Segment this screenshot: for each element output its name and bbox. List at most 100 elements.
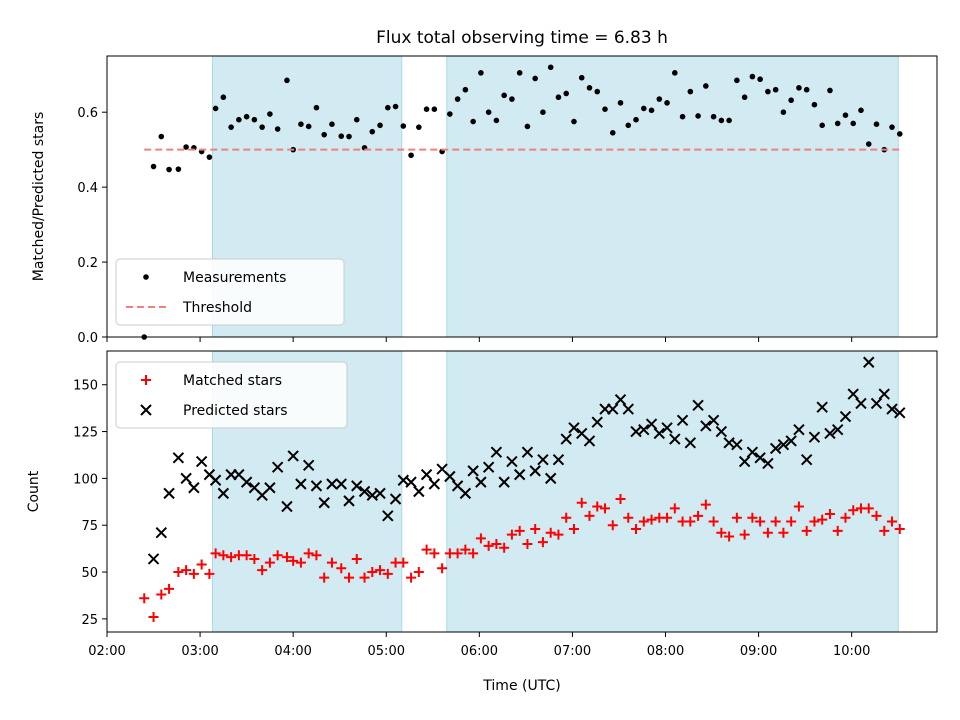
measurement-point: [493, 117, 500, 124]
matched-star-point: [786, 516, 797, 527]
matched-star-point: [311, 550, 322, 561]
matched-star-point: [148, 612, 159, 623]
measurement-point: [827, 87, 833, 94]
predicted-star-point: [482, 461, 495, 473]
measurement-point: [858, 107, 864, 114]
y-tick-label: 125: [73, 426, 98, 441]
predicted-star-point: [405, 476, 417, 488]
plot-frame: [106, 55, 938, 338]
matched-star-point: [646, 514, 657, 525]
predicted-star-point: [754, 452, 766, 464]
matched-star-point: [747, 512, 758, 523]
measurement-point: [563, 90, 570, 97]
predicted-star-point: [195, 455, 208, 468]
matched-star-point: [514, 525, 525, 536]
matched-star-point: [762, 527, 773, 538]
matched-star-point: [398, 557, 409, 568]
measurement-point: [757, 76, 763, 83]
predicted-star-point: [707, 414, 720, 427]
y-tick-label: 0.2: [77, 256, 98, 271]
matched-star-point: [506, 529, 517, 540]
matched-star-point: [257, 565, 268, 576]
x-tick-label: 04:00: [274, 644, 311, 659]
x-tick-label: 09:00: [740, 644, 777, 659]
matched-star-point: [139, 593, 150, 604]
matched-star-point: [336, 563, 347, 574]
measurement-point: [431, 106, 438, 113]
measurement-point: [485, 109, 492, 115]
measurement-point: [796, 85, 802, 91]
predicted-star-point: [209, 474, 222, 486]
matched-star-point: [421, 544, 432, 555]
predicted-star-point: [614, 393, 627, 406]
matched-star-point: [475, 533, 486, 544]
predicted-star-point: [302, 459, 315, 471]
measurement-point: [834, 120, 841, 127]
matched-star-point: [188, 568, 199, 579]
measurement-point: [765, 88, 771, 95]
measurement-point: [305, 123, 312, 130]
predicted-star-point: [808, 431, 821, 443]
measurement-point: [408, 152, 414, 159]
measurement-point: [633, 116, 639, 123]
predicted-star-point: [264, 482, 276, 494]
measurement-point: [236, 116, 242, 123]
measurement-point: [212, 105, 219, 112]
measurement-point: [547, 64, 554, 71]
matched-star-point: [241, 550, 252, 561]
measurement-point: [478, 70, 484, 76]
predicted-star-point: [240, 476, 253, 488]
measurement-point: [602, 106, 608, 113]
matched-star-point: [700, 499, 711, 510]
matched-star-point: [724, 531, 735, 542]
predicted-star-point: [855, 397, 867, 410]
measurement-point: [206, 154, 213, 160]
matched-star-point: [264, 557, 275, 568]
matched-star-point: [600, 503, 610, 514]
matched-star-point: [545, 527, 556, 538]
measurement-point: [625, 122, 632, 129]
predicted-star-point: [684, 437, 697, 449]
measurement-point: [664, 100, 670, 106]
predicted-star-point: [537, 453, 549, 466]
matched-star-point: [716, 527, 727, 538]
measurement-point: [710, 113, 717, 120]
matched-star-point: [631, 523, 642, 534]
measurement-point: [175, 166, 182, 172]
matched-star-point: [832, 525, 843, 536]
predicted-star-point: [762, 457, 774, 470]
measurement-point: [540, 109, 546, 115]
y-tick-label: 0.6: [77, 106, 98, 121]
matched-star-point: [863, 503, 874, 514]
measurement-point: [703, 83, 709, 89]
legend-label: Predicted stars: [183, 403, 288, 419]
matched-star-point: [499, 542, 510, 553]
predicted-star-point: [529, 465, 541, 477]
predicted-star-point: [622, 403, 634, 415]
measurement-point: [447, 111, 453, 117]
measurement-point: [228, 124, 234, 130]
predicted-star-point: [661, 422, 673, 434]
measurement-point: [842, 112, 849, 118]
matched-star-point: [615, 493, 626, 504]
measurement-point: [672, 70, 678, 76]
matched-star-point: [739, 529, 750, 540]
predicted-star-point: [335, 478, 347, 490]
measurement-point: [416, 124, 422, 130]
measurement-point: [640, 105, 647, 112]
matched-star-point: [809, 516, 820, 527]
matched-star-point: [173, 567, 184, 578]
predicted-star-point: [560, 433, 572, 445]
measurement-point: [516, 70, 523, 76]
predicted-star-point: [506, 455, 518, 468]
matched-star-point: [553, 529, 564, 540]
matched-star-point: [359, 572, 370, 583]
measurement-point: [648, 107, 655, 114]
measurement-point: [377, 122, 383, 129]
matched-star-point: [840, 512, 851, 523]
measurement-point: [726, 117, 732, 124]
measurement-point: [509, 96, 515, 102]
x-axis-label: Time (UTC): [482, 678, 560, 694]
matched-star-point: [793, 501, 804, 512]
x-tick-label: 06:00: [461, 644, 498, 659]
